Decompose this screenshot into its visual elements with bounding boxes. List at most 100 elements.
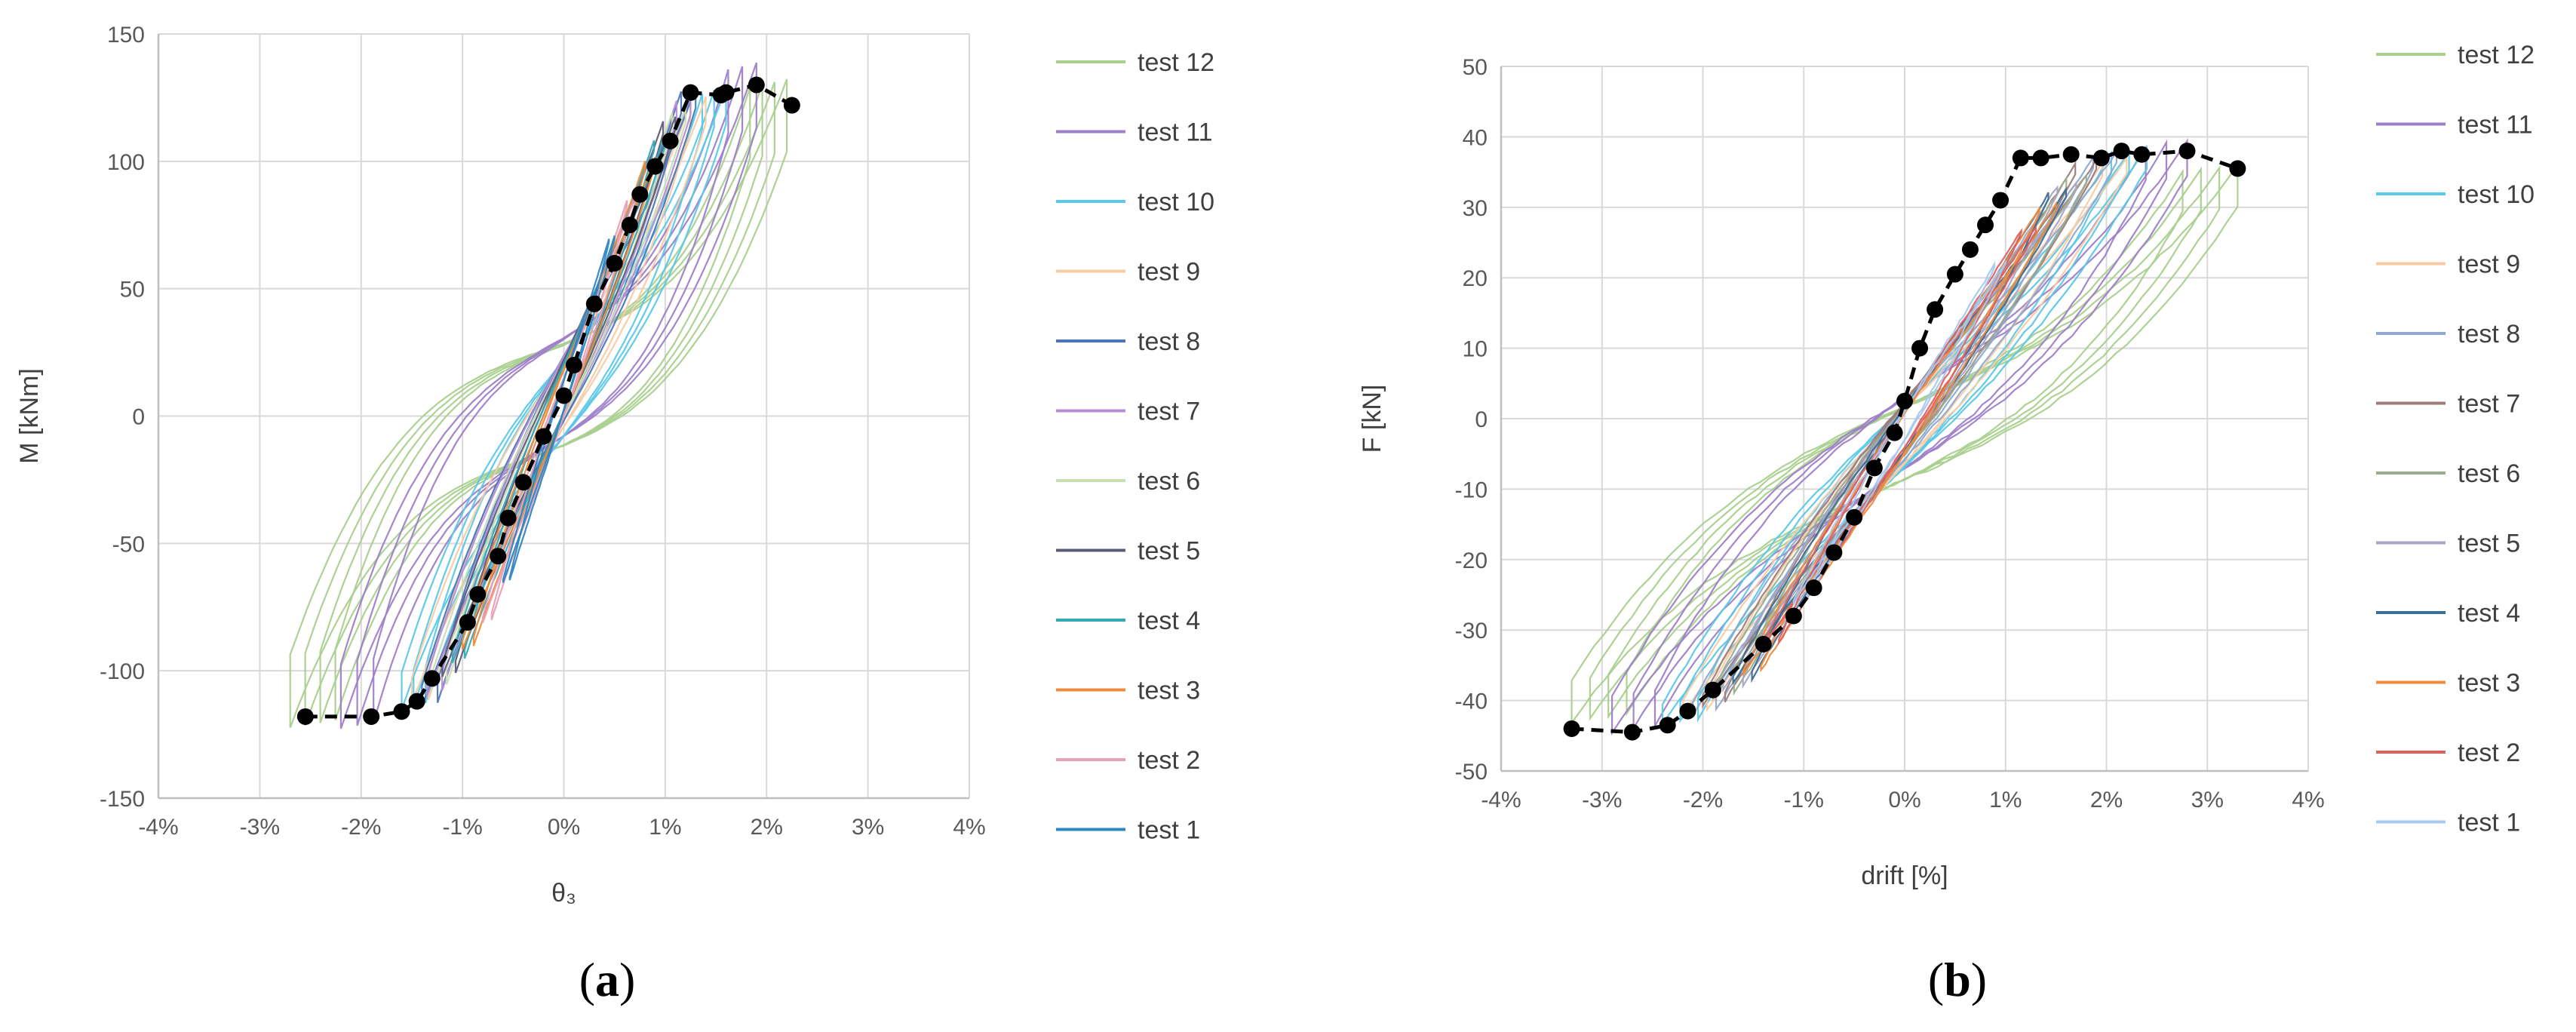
legend-label: test 2 <box>2458 739 2520 767</box>
envelope-point <box>469 585 487 603</box>
x-tick-label: 2% <box>2090 788 2123 812</box>
series-line-test-12 <box>1607 166 2202 720</box>
envelope-point <box>1896 392 1913 410</box>
envelope-point <box>682 84 699 101</box>
panel-label-open: ( <box>1928 953 1944 1006</box>
chart-panel-a: -4% -3% -2% -1% 0% 1% 2% 3% 4% -150 -100 -50 0 50 100 1… <box>15 23 1214 1006</box>
y-tick-label: -50 <box>112 532 145 557</box>
y-tick-label: -100 <box>100 659 145 684</box>
legend-label: test 1 <box>1138 816 1200 845</box>
x-tick-label: 3% <box>2191 788 2224 812</box>
chart-panel-b: -4% -3% -2% -1% 0% 1% 2% 3% 4% -50 -40 -30 -20 -10 0 10… <box>1358 41 2535 1006</box>
x-tick-label: -4% <box>138 815 178 840</box>
series-line-test-2 <box>481 195 636 623</box>
envelope-point <box>1865 459 1883 477</box>
y-axis-title: F [kN] <box>1358 385 1386 453</box>
envelope-point <box>646 158 664 175</box>
y-tick-label: 50 <box>120 278 145 303</box>
envelope-point <box>631 186 649 203</box>
envelope-point <box>783 97 800 114</box>
panel-label-letter: a <box>595 953 619 1006</box>
panel-label-close: ) <box>619 953 635 1006</box>
legend-label: test 7 <box>1138 398 1200 426</box>
envelope-point <box>1846 508 1863 526</box>
legend-label: test 3 <box>2458 669 2520 698</box>
envelope-point <box>423 670 441 687</box>
x-tick-label: 4% <box>2292 788 2324 812</box>
envelope-point <box>2229 160 2246 177</box>
envelope-point <box>499 509 517 527</box>
legend-label: test 10 <box>1138 188 1214 217</box>
envelope-point <box>1805 579 1822 597</box>
envelope-point <box>2012 149 2029 167</box>
legend-label: test 10 <box>2458 180 2535 209</box>
envelope-point <box>1886 424 1903 441</box>
envelope-point <box>565 356 582 373</box>
envelope-point <box>514 474 532 491</box>
x-tick-label: -3% <box>1582 788 1622 812</box>
y-tick-label: -150 <box>100 787 145 812</box>
envelope-point <box>585 295 603 312</box>
envelope-point <box>2032 149 2049 167</box>
x-tick-label: 1% <box>649 815 681 840</box>
envelope-point <box>1785 607 1802 625</box>
y-tick-label: 150 <box>107 23 145 48</box>
y-tick-label: 100 <box>107 150 145 175</box>
envelope-point <box>2062 146 2080 163</box>
panel-label-open: ( <box>579 953 595 1006</box>
x-tick-label: 0% <box>1888 788 1920 812</box>
envelope-point <box>1623 723 1641 741</box>
envelope-point <box>363 708 380 725</box>
legend-label: test 12 <box>2458 41 2535 69</box>
envelope-point <box>1563 720 1580 737</box>
envelope-point <box>490 548 507 565</box>
envelope-point <box>1755 635 1772 653</box>
envelope-line <box>1571 149 2239 735</box>
envelope-point <box>2092 149 2110 167</box>
envelope-point <box>1825 544 1843 561</box>
x-tick-label: 4% <box>953 815 985 840</box>
envelope-point <box>555 387 573 404</box>
envelope-point <box>1927 301 1944 318</box>
envelope-point <box>1992 192 2010 209</box>
y-tick-label: -20 <box>1455 548 1488 573</box>
envelope-point <box>296 708 314 725</box>
legend-label: test 4 <box>2458 599 2520 628</box>
x-tick-label: -3% <box>240 815 280 840</box>
loop-series-group <box>1570 138 2239 736</box>
y-tick-label: -40 <box>1455 690 1488 714</box>
envelope-point <box>408 693 425 710</box>
legend-label: test 11 <box>2458 111 2533 140</box>
series-line-test-12 <box>1589 165 2221 721</box>
x-tick-label: 3% <box>852 815 884 840</box>
y-tick-label: -10 <box>1455 478 1488 502</box>
series-line-test-12 <box>289 78 788 728</box>
envelope-point <box>717 84 735 101</box>
legend-label: test 6 <box>1138 467 1200 496</box>
envelope-point <box>1911 339 1929 357</box>
envelope-point <box>1704 681 1721 699</box>
legend-label: test 3 <box>1138 677 1200 705</box>
y-tick-label: 40 <box>1463 125 1488 150</box>
y-tick-label: -30 <box>1455 619 1488 643</box>
envelope-point <box>1679 702 1696 720</box>
envelope-point <box>1961 241 1979 258</box>
y-tick-label: 0 <box>1475 407 1488 432</box>
series-line-test-12 <box>1626 168 2184 717</box>
y-tick-label: 30 <box>1463 196 1488 221</box>
series-line-test-3 <box>1742 200 2057 677</box>
series-line-test-1 <box>1792 260 2006 605</box>
legend-label: test 7 <box>2458 390 2520 419</box>
x-tick-label: -1% <box>1784 788 1824 812</box>
legend-label: test 6 <box>2458 459 2520 488</box>
y-axis-title: M [kNm] <box>15 368 44 464</box>
series-line-test-5 <box>1722 180 2077 693</box>
legend-label: test 11 <box>1138 118 1213 147</box>
x-tick-label: -2% <box>1683 788 1723 812</box>
legend-label: test 8 <box>1138 327 1200 356</box>
legend-label: test 1 <box>2458 809 2520 837</box>
legend-label: test 9 <box>1138 258 1200 287</box>
envelope-point <box>1659 717 1676 734</box>
envelope-point <box>535 428 552 445</box>
